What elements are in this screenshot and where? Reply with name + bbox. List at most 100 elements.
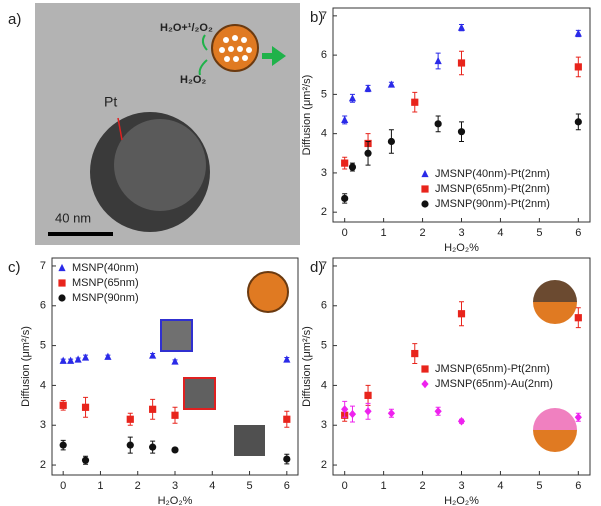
- legend-marker: [58, 294, 65, 301]
- y-tick-label: 2: [40, 459, 46, 471]
- legend-label: JMSNP(65nm)-Pt(2nm): [435, 183, 550, 195]
- y-axis-label: Diffusion (μm²/s): [301, 75, 313, 156]
- tem-inset: [184, 378, 215, 409]
- legend-marker: [421, 185, 428, 192]
- data-point: [388, 138, 395, 145]
- data-point: [364, 84, 371, 91]
- legend-label: JMSNP(40nm)-Pt(2nm): [435, 168, 550, 180]
- x-tick-label: 2: [419, 227, 425, 239]
- particle-core: [114, 119, 206, 211]
- data-point: [411, 99, 418, 106]
- legend-marker: [58, 279, 65, 286]
- data-point: [171, 412, 178, 419]
- y-axis-label: Diffusion (μm²/s): [301, 326, 313, 407]
- scale-label: 40 nm: [55, 210, 91, 225]
- x-tick-label: 4: [497, 227, 503, 239]
- x-tick-label: 0: [60, 480, 66, 492]
- figure: a) H₂O+¹/₂O₂ H₂O₂ Pt 40 nm b)23456701234…: [0, 0, 601, 506]
- panel-label: a): [8, 11, 21, 28]
- y-tick-label: 5: [321, 340, 327, 352]
- x-tick-label: 1: [97, 480, 103, 492]
- data-point: [82, 353, 89, 360]
- y-tick-label: 4: [321, 379, 327, 391]
- data-point: [364, 407, 371, 415]
- x-tick-label: 3: [458, 227, 464, 239]
- legend-marker: [421, 380, 428, 388]
- legend-label: JMSNP(90nm)-Pt(2nm): [435, 198, 550, 210]
- x-tick-label: 5: [246, 480, 252, 492]
- data-point: [388, 409, 395, 417]
- data-point: [341, 160, 348, 167]
- au-cap: [533, 408, 577, 430]
- data-point: [364, 392, 371, 399]
- legend-marker: [421, 365, 428, 372]
- data-point: [149, 444, 156, 451]
- y-tick-label: 5: [321, 88, 327, 100]
- data-point: [149, 351, 156, 358]
- x-axis-label: H₂O₂%: [444, 242, 479, 254]
- y-tick-label: 5: [40, 340, 46, 352]
- pt-cap: [533, 280, 577, 302]
- data-point: [575, 118, 582, 125]
- legend-marker: [58, 264, 65, 271]
- data-point: [127, 442, 134, 449]
- x-tick-label: 4: [497, 480, 503, 492]
- data-point: [349, 163, 356, 170]
- data-point: [171, 357, 178, 364]
- x-tick-label: 6: [575, 227, 581, 239]
- annotation: H₂O₂: [180, 74, 206, 86]
- x-tick-label: 6: [575, 480, 581, 492]
- legend-label: JMSNP(65nm)-Au(2nm): [435, 378, 553, 390]
- data-point: [149, 406, 156, 413]
- x-axis-label: H₂O₂%: [444, 495, 479, 506]
- data-point: [60, 442, 67, 449]
- x-tick-label: 0: [342, 480, 348, 492]
- data-point: [127, 416, 134, 423]
- data-point: [74, 355, 81, 362]
- tem-inset: [161, 320, 192, 351]
- y-tick-label: 6: [321, 300, 327, 312]
- data-point: [349, 410, 356, 418]
- data-point: [575, 314, 582, 321]
- data-point: [283, 416, 290, 423]
- legend-marker: [421, 170, 428, 177]
- data-point: [283, 355, 290, 362]
- data-point: [60, 402, 67, 409]
- data-point: [82, 457, 89, 464]
- legend-label: JMSNP(65nm)-Pt(2nm): [435, 363, 550, 375]
- x-tick-label: 2: [135, 480, 141, 492]
- x-tick-label: 6: [284, 480, 290, 492]
- data-point: [82, 404, 89, 411]
- data-point: [283, 455, 290, 462]
- scale-bar: [48, 232, 113, 236]
- data-point: [575, 29, 582, 36]
- y-tick-label: 6: [321, 49, 327, 61]
- data-point: [458, 310, 465, 317]
- particle-icon: [533, 302, 577, 324]
- y-tick-label: 2: [321, 206, 327, 218]
- y-tick-label: 3: [321, 419, 327, 431]
- x-tick-label: 1: [381, 227, 387, 239]
- data-point: [341, 116, 348, 123]
- x-tick-label: 2: [419, 480, 425, 492]
- y-tick-label: 6: [40, 300, 46, 312]
- y-axis-label: Diffusion (μm²/s): [20, 326, 32, 407]
- data-point: [67, 357, 74, 364]
- y-tick-label: 3: [321, 167, 327, 179]
- x-tick-label: 3: [172, 480, 178, 492]
- y-tick-label: 7: [40, 260, 46, 272]
- data-point: [458, 24, 465, 31]
- data-point: [349, 94, 356, 101]
- legend-label: MSNP(65nm): [72, 277, 139, 289]
- x-tick-label: 0: [342, 227, 348, 239]
- data-point: [364, 150, 371, 157]
- legend-label: MSNP(90nm): [72, 292, 139, 304]
- y-tick-label: 4: [40, 379, 46, 391]
- x-tick-label: 3: [458, 480, 464, 492]
- data-point: [104, 353, 111, 360]
- tem-inset: [234, 425, 265, 456]
- y-tick-label: 3: [40, 419, 46, 431]
- data-point: [435, 57, 442, 64]
- x-tick-label: 4: [209, 480, 215, 492]
- data-point: [458, 59, 465, 66]
